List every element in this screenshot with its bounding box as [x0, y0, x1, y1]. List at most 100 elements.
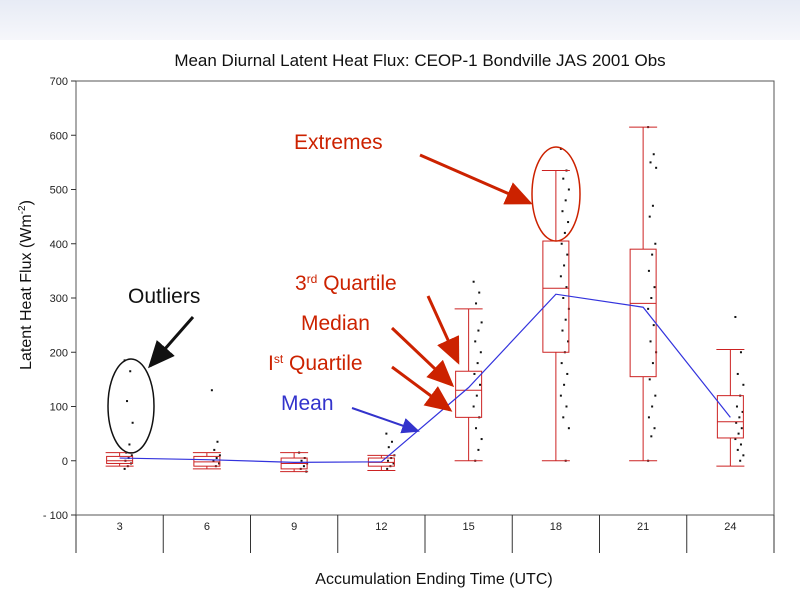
box-24	[716, 349, 745, 467]
observation-point	[561, 329, 564, 332]
observation-point	[386, 459, 389, 462]
observation-points	[123, 126, 745, 473]
observation-point	[567, 427, 570, 430]
observation-point	[734, 438, 737, 441]
observation-point	[651, 362, 654, 365]
observation-point	[559, 394, 562, 397]
observation-point	[655, 166, 658, 169]
observation-point	[126, 400, 129, 403]
y-tick-label: 500	[50, 185, 68, 197]
observation-point	[474, 340, 477, 343]
y-tick-label: 400	[50, 239, 68, 251]
observation-point	[563, 264, 566, 267]
observation-point	[647, 416, 650, 419]
observation-point	[564, 318, 567, 321]
observation-point	[472, 405, 475, 408]
observation-point	[564, 199, 567, 202]
observation-point	[478, 291, 481, 294]
third-quartile-label-text: Quartile	[317, 272, 396, 295]
box-21	[629, 126, 658, 462]
observation-point	[479, 383, 482, 386]
observation-point	[736, 372, 739, 375]
observation-point	[479, 351, 482, 354]
mean-label: Mean	[281, 392, 334, 415]
annotation-extremes: Extremes	[294, 131, 581, 242]
x-tick-label: 9	[291, 521, 297, 533]
observation-point	[300, 459, 303, 462]
observation-point	[567, 188, 570, 191]
observation-point	[742, 383, 745, 386]
observation-point	[565, 286, 568, 289]
median-label: Median	[301, 312, 370, 335]
y-tick-label: 0	[62, 456, 68, 468]
annotation-first-quartile: Ist Quartile	[268, 352, 453, 412]
box-12	[367, 454, 396, 472]
observation-point	[650, 297, 653, 299]
observation-point	[480, 321, 483, 324]
third-quartile-label: 3rd Quartile	[295, 272, 397, 295]
extremes-arrow	[419, 153, 533, 205]
observation-point	[650, 435, 653, 438]
observation-point	[647, 269, 650, 272]
observation-point	[563, 383, 566, 386]
y-tick-label: 300	[50, 293, 68, 305]
observation-point	[562, 297, 565, 299]
slide-header-band	[0, 0, 800, 40]
observation-point	[212, 459, 215, 462]
quartile-box	[106, 455, 134, 464]
observation-point	[218, 454, 221, 457]
observation-point	[560, 362, 563, 365]
observation-point	[129, 370, 132, 373]
chart-title: Mean Diurnal Latent Heat Flux: CEOP-1 Bo…	[174, 51, 665, 70]
observation-point	[742, 454, 745, 457]
observation-point	[648, 378, 651, 381]
observation-point	[216, 440, 219, 443]
x-axis-label: Accumulation Ending Time (UTC)	[315, 571, 552, 588]
observation-point	[652, 324, 655, 327]
y-tick-label: - 100	[43, 510, 68, 522]
first-quartile-arrow	[391, 365, 453, 412]
observation-point	[559, 147, 562, 150]
observation-point	[653, 427, 656, 430]
observation-point	[565, 405, 568, 408]
observation-point	[475, 427, 478, 430]
box-series	[105, 126, 745, 473]
box-18	[541, 170, 570, 462]
quartile-box	[542, 240, 570, 353]
observation-point	[472, 280, 475, 283]
y-tick-label: 700	[50, 76, 68, 88]
annotation-median: Median	[301, 312, 455, 388]
observation-point	[654, 242, 657, 245]
first-quartile-label-letter: I	[268, 352, 274, 375]
observation-point	[213, 448, 216, 451]
extremes-ellipse	[531, 146, 581, 242]
observation-point	[210, 389, 213, 392]
observation-point	[390, 440, 393, 443]
quartile-box	[193, 455, 221, 467]
mean-arrow	[351, 407, 420, 434]
third-quartile-label-number: 3	[295, 272, 307, 295]
outliers-arrow	[148, 316, 195, 369]
observation-point	[475, 394, 478, 397]
observation-point	[648, 215, 651, 218]
y-axis-label-superscript: -2	[17, 205, 28, 214]
observation-point	[652, 153, 655, 156]
observation-point	[651, 253, 654, 256]
observation-point	[651, 204, 654, 207]
x-tick-label: 15	[463, 521, 475, 533]
annotation-mean: Mean	[281, 392, 420, 434]
observation-point	[131, 421, 134, 424]
y-tick-label: 600	[50, 130, 68, 142]
box-9	[280, 452, 309, 473]
x-tick-label: 12	[375, 521, 387, 533]
annotation-outliers: Outliers	[107, 285, 200, 454]
third-quartile-arrow	[426, 295, 460, 365]
observation-point	[567, 340, 570, 343]
quartile-box	[455, 370, 483, 418]
observation-point	[218, 462, 221, 465]
y-tick-label: 200	[50, 347, 68, 359]
y-axis-label-end: )	[18, 200, 35, 205]
observation-point	[735, 421, 738, 424]
x-tick-label: 24	[724, 521, 736, 533]
